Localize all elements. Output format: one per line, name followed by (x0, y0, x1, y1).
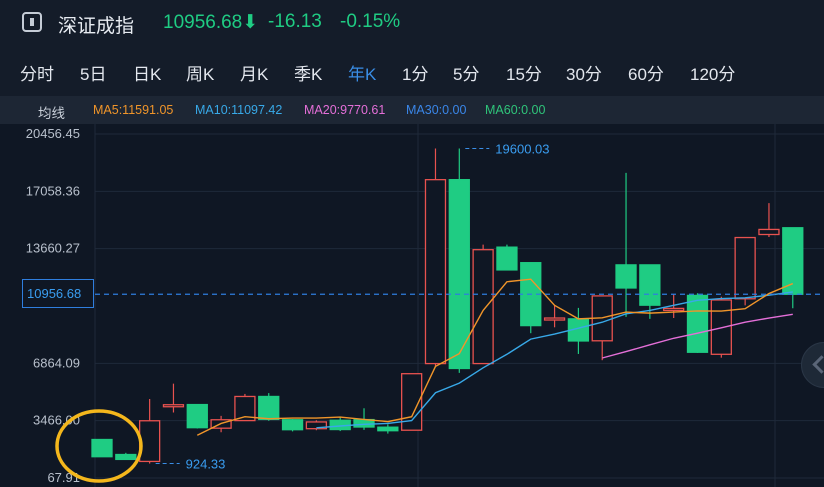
tab-5day[interactable]: 5日 (80, 65, 107, 84)
period-tabs: 分时 5日 日K 周K 月K 季K 年K 1分 5分 15分 30分 60分 1… (0, 52, 824, 88)
annotation-label: 924.33 (186, 457, 226, 472)
tab-quarter-k[interactable]: 季K (294, 65, 323, 84)
candle-down (377, 426, 399, 432)
candle-down (448, 179, 470, 370)
tab-15min[interactable]: 15分 (506, 65, 542, 84)
ma-legend-bar: 均线 MA5:11591.05 MA10:11097.42 MA20:9770.… (0, 96, 824, 124)
tab-time[interactable]: 分时 (20, 65, 54, 84)
highlight-circle (55, 409, 143, 483)
candle-down (496, 246, 518, 271)
tab-60min[interactable]: 60分 (628, 65, 664, 84)
down-arrow-icon: ⬇ (242, 12, 259, 33)
candle-down (186, 403, 208, 429)
ma-label[interactable]: 均线 (38, 106, 65, 121)
candle-up (758, 228, 780, 236)
ma5-legend: MA5:11591.05 (93, 103, 174, 117)
candle-up (734, 236, 756, 300)
tab-30min[interactable]: 30分 (566, 65, 602, 84)
index-title: 深证成指 (58, 16, 135, 37)
candle-up (543, 317, 566, 321)
tab-month-k[interactable]: 月K (240, 65, 269, 84)
ma5-line (196, 278, 794, 436)
y-tick-label: 20456.45 (26, 126, 80, 141)
tab-year-k[interactable]: 年K (348, 65, 377, 84)
tab-day-k[interactable]: 日K (133, 65, 162, 84)
candle-down (686, 294, 709, 353)
candle-up (424, 179, 447, 365)
candle-up (472, 249, 494, 365)
y-tick-label: 6864.09 (33, 355, 80, 370)
candle-down (115, 453, 137, 461)
candle-up (162, 404, 185, 408)
chart-icon[interactable] (22, 12, 42, 32)
y-tick-label: 17058.36 (26, 183, 80, 198)
candle-down (281, 419, 304, 431)
candle-up (305, 421, 328, 430)
price-change: -16.13 (268, 11, 322, 32)
ma20-line (602, 313, 793, 359)
ma30-legend: MA30:0.00 (406, 103, 467, 117)
candle-down (91, 438, 113, 458)
candle-down (615, 264, 637, 289)
y-tick-label: 67.91 (47, 470, 80, 485)
tab-5min[interactable]: 5分 (453, 65, 480, 84)
candle-down (258, 395, 280, 421)
candle-up (234, 395, 256, 422)
candle-up (138, 420, 161, 463)
price-value: 10956.68 (163, 12, 243, 33)
index-price: 10956.68⬇ (163, 11, 258, 34)
price-change-pct: -0.15% (340, 11, 401, 32)
tab-week-k[interactable]: 周K (186, 65, 215, 84)
current-price-box: 10956.68 (22, 279, 94, 308)
tab-120min[interactable]: 120分 (690, 65, 736, 84)
ma20-legend: MA20:9770.61 (304, 103, 386, 117)
candle-down (639, 264, 661, 306)
ma10-legend: MA10:11097.42 (195, 103, 283, 117)
candle-up (663, 307, 685, 312)
header-bar: 深证成指 10956.68⬇ -16.13 -0.15% (0, 0, 824, 46)
tab-1min[interactable]: 1分 (402, 65, 429, 84)
ma60-legend: MA60:0.00 (485, 103, 546, 117)
y-tick-label: 13660.27 (26, 241, 80, 256)
annotation-label: 19600.03 (495, 141, 549, 156)
ma10-line (316, 291, 793, 429)
candle-up (401, 373, 423, 431)
